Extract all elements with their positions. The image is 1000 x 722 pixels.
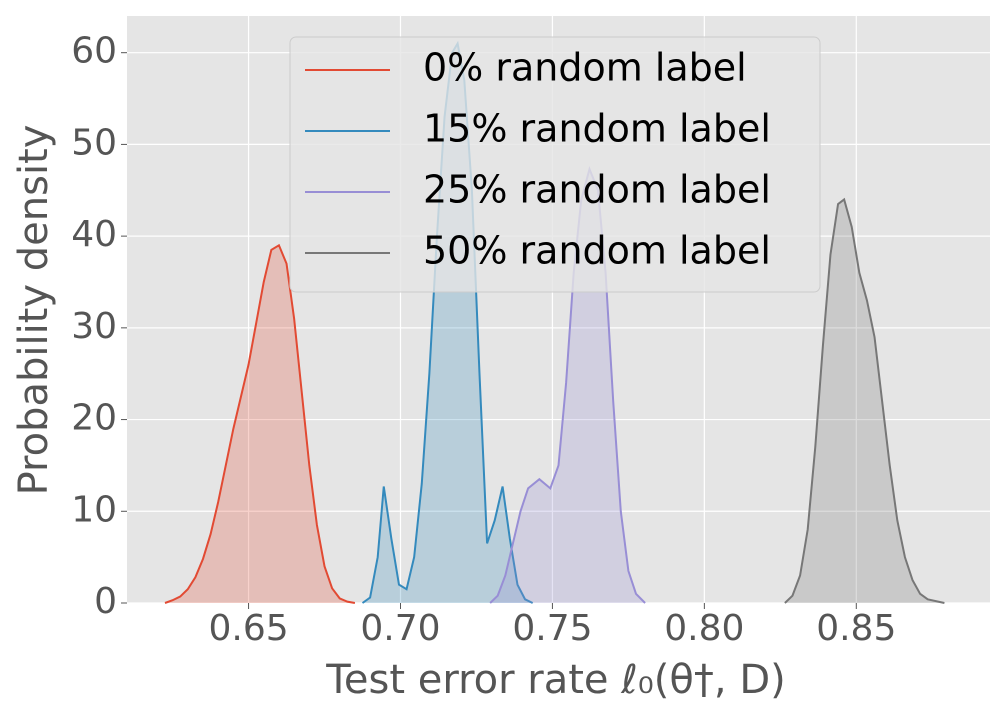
density-area [164,245,355,604]
legend-label: 0% random label [423,46,747,90]
y-tick-label: 40 [71,214,117,255]
y-axis-label: Probability density [11,125,57,496]
y-tick-label: 20 [71,398,117,439]
x-tick-label: 0.85 [816,608,896,649]
y-tick-label: 0 [94,581,117,622]
y-tick-label: 10 [71,489,117,530]
y-tick-label: 50 [71,122,117,163]
x-tick-label: 0.75 [512,608,592,649]
density-line [784,197,945,604]
x-axis-label: Test error rate ℓ₀(θ†, D) [325,657,785,703]
x-tick-label: 0.65 [208,608,288,649]
legend: 0% random label 15% random label 25% rando… [289,36,821,293]
x-tick-label: 0.70 [360,608,440,649]
y-tick-label: 30 [71,306,117,347]
x-tick-label: 0.80 [664,608,744,649]
density-line [489,166,646,604]
density-line [164,243,356,604]
y-tick-label: 60 [71,31,117,72]
legend-label: 50% random label [423,229,771,273]
legend-label: 25% random label [423,168,771,212]
legend-box [289,36,821,293]
legend-label: 15% random label [423,107,771,151]
density-area [784,199,945,603]
density-area [362,43,533,603]
density-area [490,169,646,604]
ticks: 0.65 0.70 0.75 0.80 0.85 0 10 20 30 40 50 60 [71,31,896,649]
